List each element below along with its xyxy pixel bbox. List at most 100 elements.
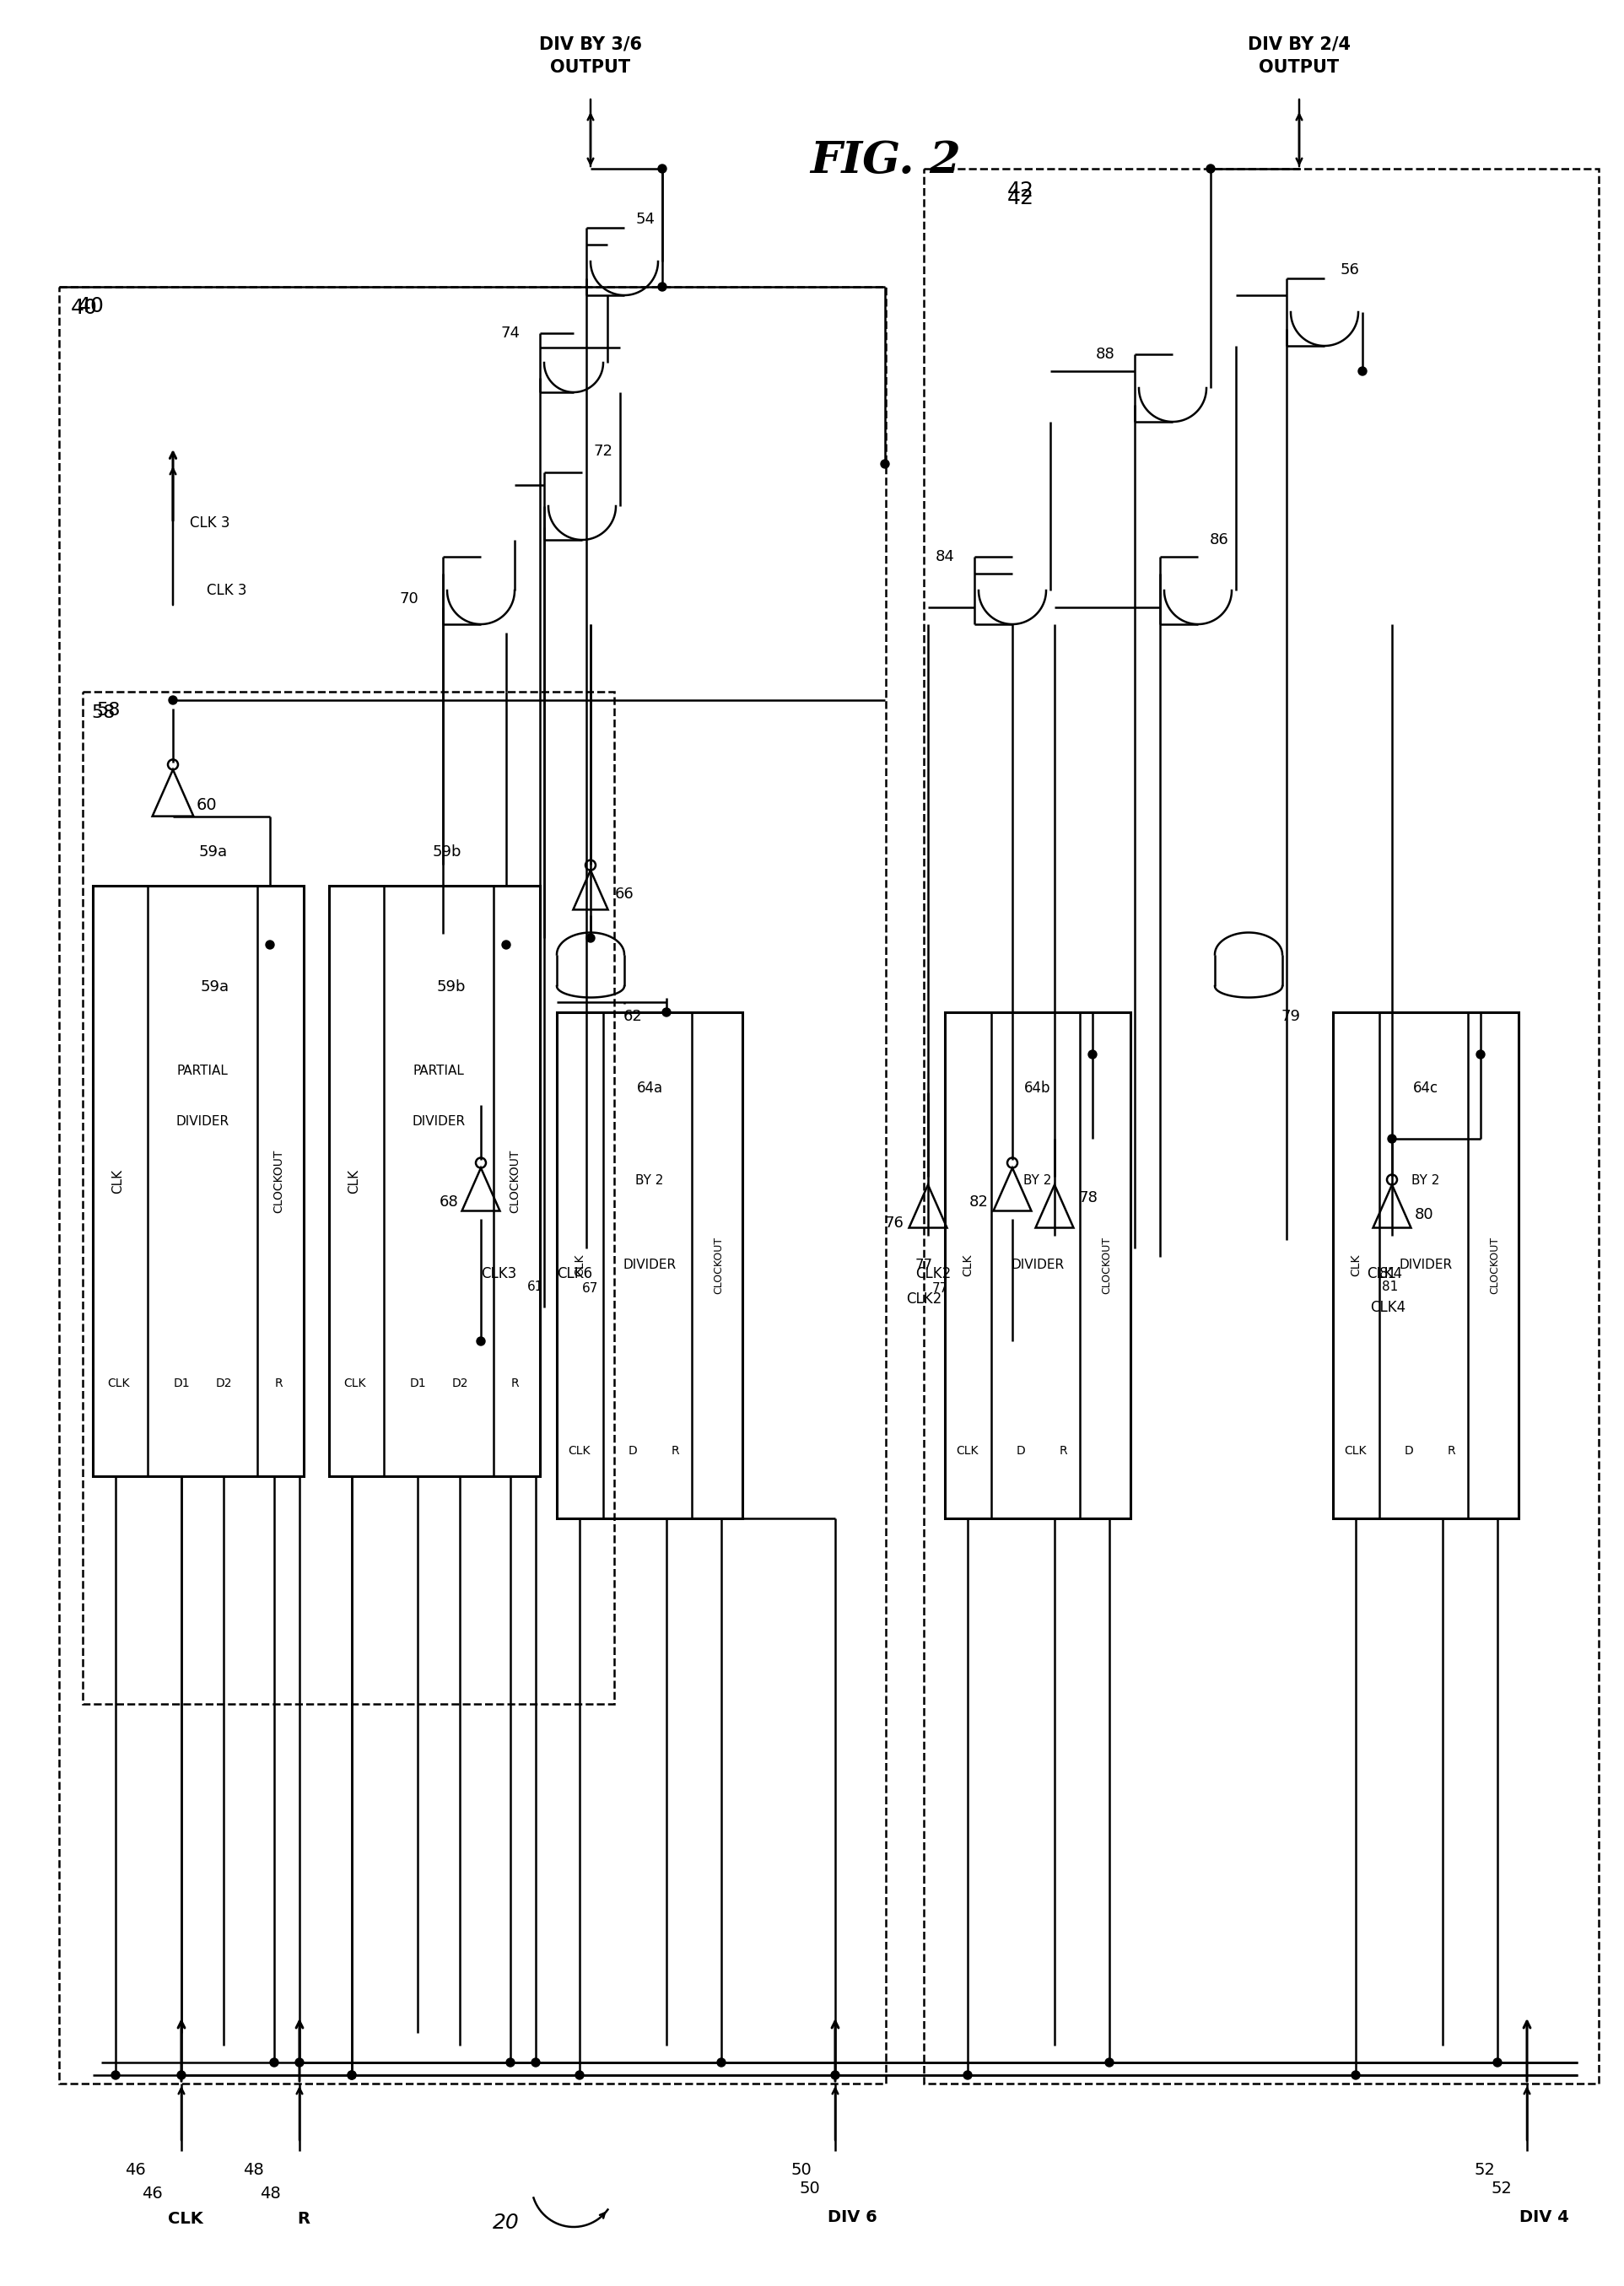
Text: 68: 68: [438, 1196, 458, 1209]
Text: CLK: CLK: [112, 1168, 125, 1193]
Text: 88: 88: [1096, 347, 1114, 361]
Text: CLK: CLK: [343, 1378, 365, 1390]
Text: 81: 81: [1379, 1266, 1397, 1282]
Circle shape: [507, 2057, 515, 2067]
Text: D2: D2: [216, 1378, 232, 1390]
Circle shape: [963, 2071, 971, 2080]
Text: CLK: CLK: [573, 1255, 586, 1276]
Text: CLK 3: CLK 3: [190, 514, 231, 530]
Text: CLK: CLK: [1345, 1445, 1367, 1456]
Text: CLK: CLK: [568, 1445, 591, 1456]
Circle shape: [586, 933, 594, 942]
Text: DIV 6: DIV 6: [827, 2208, 877, 2224]
Text: PARTIAL: PARTIAL: [177, 1065, 227, 1077]
Circle shape: [718, 2057, 726, 2067]
Text: R: R: [1447, 1445, 1455, 1456]
Text: 20: 20: [492, 2213, 520, 2233]
Text: D: D: [628, 1445, 637, 1456]
Circle shape: [502, 940, 510, 949]
Bar: [1333, 1013, 1518, 1518]
Text: CLK: CLK: [1350, 1255, 1361, 1276]
Text: CLK: CLK: [107, 1378, 130, 1390]
Text: D2: D2: [451, 1378, 468, 1390]
Text: 79: 79: [1281, 1008, 1301, 1024]
Text: 66: 66: [615, 887, 633, 901]
Text: 84: 84: [935, 549, 955, 565]
Circle shape: [531, 2057, 539, 2067]
Text: R: R: [510, 1378, 518, 1390]
Text: 59b: 59b: [432, 844, 461, 860]
Text: DIVIDER: DIVIDER: [1012, 1260, 1064, 1271]
Circle shape: [575, 2071, 583, 2080]
Text: 42: 42: [1007, 187, 1034, 208]
Bar: [330, 885, 539, 1477]
Text: 40: 40: [78, 297, 104, 315]
Text: DIV BY 2/4: DIV BY 2/4: [1247, 34, 1351, 53]
Circle shape: [1476, 1049, 1484, 1058]
Text: 77: 77: [932, 1282, 948, 1296]
Text: 59a: 59a: [201, 978, 229, 994]
Text: 81: 81: [1382, 1280, 1398, 1292]
Bar: [557, 1013, 742, 1518]
Text: CLK4: CLK4: [1367, 1266, 1402, 1282]
Text: CLOCKOUT: CLOCKOUT: [1489, 1237, 1501, 1294]
Text: R: R: [1059, 1445, 1067, 1456]
Text: DIV 4: DIV 4: [1518, 2208, 1569, 2224]
Text: 76: 76: [885, 1216, 905, 1230]
Text: 62: 62: [624, 1008, 643, 1024]
Text: R: R: [274, 1378, 283, 1390]
Text: 48: 48: [260, 2185, 281, 2201]
Text: DIVIDER: DIVIDER: [1400, 1260, 1452, 1271]
Circle shape: [1106, 2057, 1114, 2067]
Circle shape: [880, 459, 890, 469]
Bar: [83, 693, 614, 1703]
Text: 50: 50: [791, 2163, 812, 2179]
Text: 60: 60: [197, 798, 218, 814]
Text: CLOCKOUT: CLOCKOUT: [508, 1150, 521, 1214]
Text: DIV BY 3/6: DIV BY 3/6: [539, 34, 641, 53]
Circle shape: [270, 2057, 278, 2067]
Text: 64a: 64a: [637, 1081, 663, 1095]
Circle shape: [658, 283, 666, 290]
Text: 64c: 64c: [1413, 1081, 1439, 1095]
Bar: [924, 169, 1598, 2083]
Text: CLK3: CLK3: [481, 1266, 516, 1282]
Text: R: R: [671, 1445, 679, 1456]
Text: CLOCKOUT: CLOCKOUT: [713, 1237, 724, 1294]
Text: DIVIDER: DIVIDER: [624, 1260, 676, 1271]
Text: CLK6: CLK6: [557, 1266, 593, 1282]
Text: BY 2: BY 2: [635, 1175, 664, 1186]
Circle shape: [348, 2071, 356, 2080]
Text: FIG. 2: FIG. 2: [810, 139, 961, 183]
Text: 61: 61: [528, 1280, 544, 1292]
Text: 58: 58: [96, 702, 120, 718]
Text: 59b: 59b: [437, 978, 466, 994]
Text: 58: 58: [93, 704, 115, 720]
Circle shape: [663, 1008, 671, 1017]
Circle shape: [658, 165, 666, 174]
Bar: [58, 286, 885, 2083]
Text: 52: 52: [1475, 2163, 1496, 2179]
Circle shape: [266, 940, 274, 949]
Text: 77: 77: [914, 1257, 932, 1273]
Circle shape: [1358, 368, 1367, 375]
Text: 59a: 59a: [200, 844, 227, 860]
Circle shape: [1389, 1134, 1397, 1143]
Text: CLOCKOUT: CLOCKOUT: [273, 1150, 284, 1214]
Text: 82: 82: [970, 1196, 989, 1209]
Text: PARTIAL: PARTIAL: [412, 1065, 464, 1077]
Text: R: R: [297, 2211, 310, 2227]
Circle shape: [1088, 1049, 1096, 1058]
Text: OUTPUT: OUTPUT: [551, 59, 630, 75]
Text: 50: 50: [799, 2181, 820, 2197]
Text: CLOCKOUT: CLOCKOUT: [1101, 1237, 1112, 1294]
Text: D1: D1: [409, 1378, 425, 1390]
Circle shape: [177, 2071, 185, 2080]
Text: CLK: CLK: [348, 1168, 361, 1193]
Text: DIVIDER: DIVIDER: [175, 1116, 229, 1129]
Circle shape: [348, 2071, 356, 2080]
Text: 72: 72: [593, 443, 612, 459]
Circle shape: [1351, 2071, 1359, 2080]
Circle shape: [477, 1337, 486, 1346]
Text: 42: 42: [1007, 181, 1034, 201]
